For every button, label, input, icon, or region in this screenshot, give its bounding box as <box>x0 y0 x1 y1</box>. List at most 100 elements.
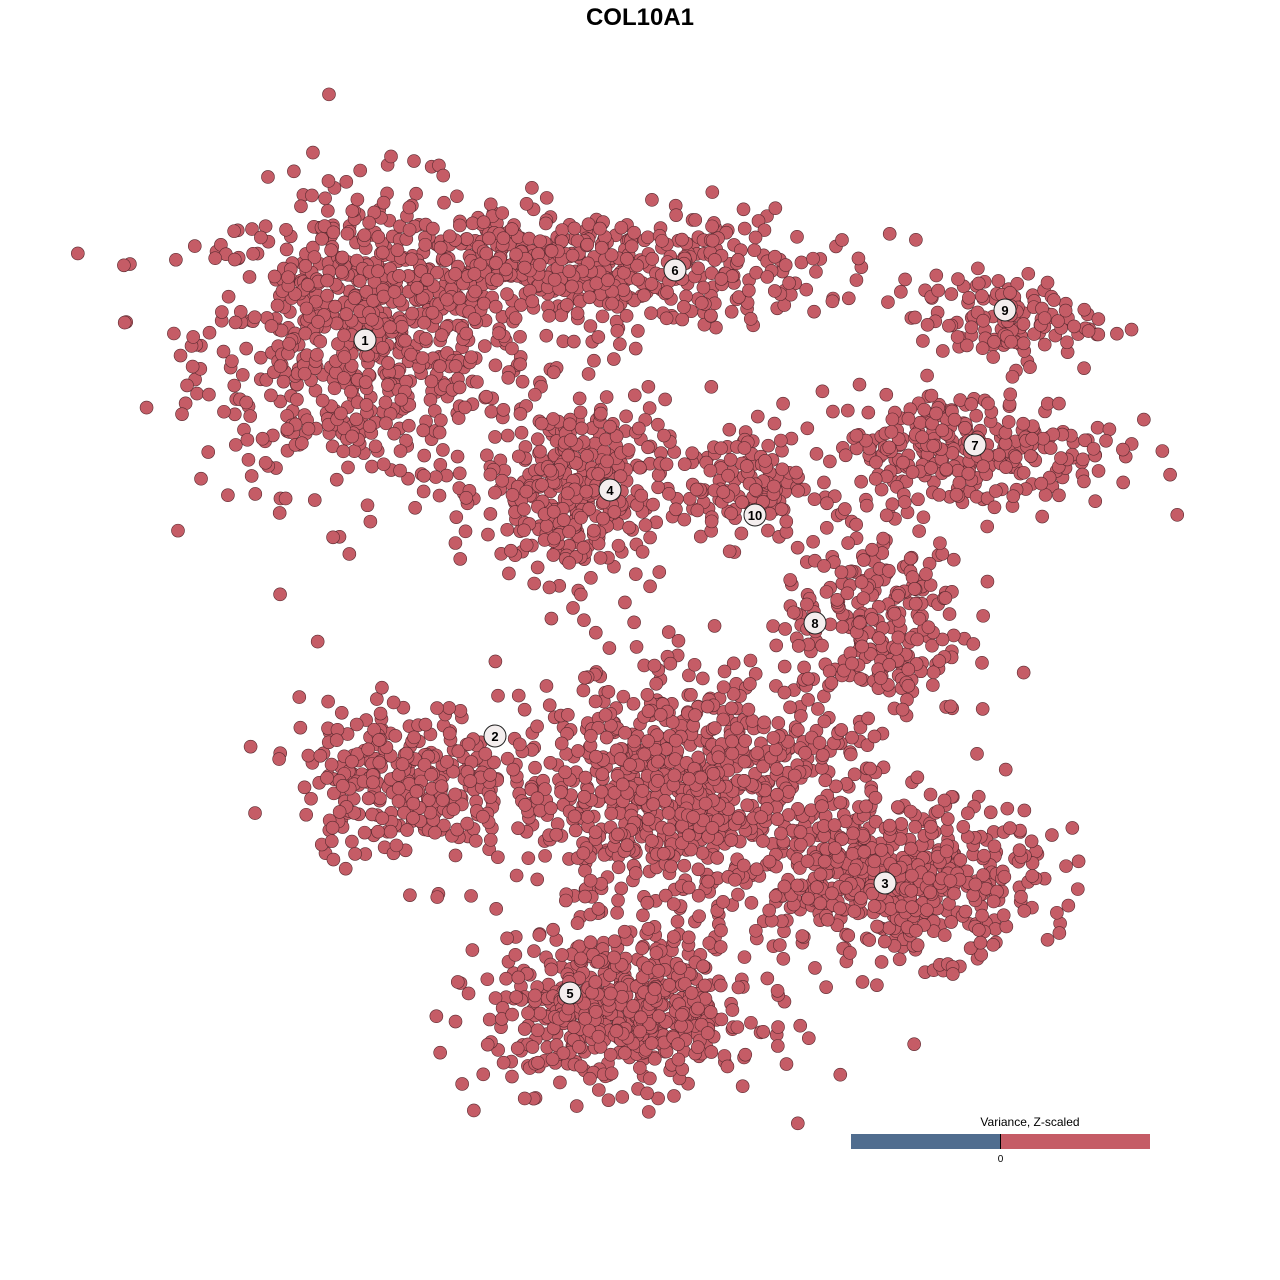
data-point <box>909 233 923 247</box>
data-point <box>297 366 312 381</box>
data-point <box>483 507 498 521</box>
data-point <box>468 284 482 299</box>
data-point <box>859 498 874 513</box>
data-point <box>383 320 397 335</box>
data-point <box>666 930 681 944</box>
data-point <box>750 746 765 760</box>
data-point <box>861 405 876 420</box>
data-point <box>999 919 1014 934</box>
data-point <box>1016 665 1031 680</box>
data-point <box>809 447 824 461</box>
data-point <box>724 701 739 715</box>
data-point <box>870 978 884 992</box>
data-point <box>301 421 316 436</box>
data-point <box>701 874 715 889</box>
data-point <box>714 441 728 456</box>
data-point <box>622 520 636 535</box>
data-point <box>375 340 390 355</box>
data-point <box>1024 449 1038 463</box>
data-point <box>430 890 445 904</box>
data-point <box>931 283 945 298</box>
data-point <box>433 359 447 374</box>
data-point <box>243 739 258 754</box>
data-point <box>686 810 700 824</box>
data-point <box>920 368 934 383</box>
data-point <box>615 990 629 1004</box>
data-point <box>774 502 789 516</box>
data-point <box>937 928 952 943</box>
data-point <box>469 834 483 848</box>
data-point <box>801 891 815 906</box>
data-point <box>334 406 348 421</box>
data-point <box>668 752 682 766</box>
data-point <box>562 556 576 570</box>
data-point <box>424 374 439 389</box>
data-point <box>329 472 344 487</box>
data-point <box>756 834 770 848</box>
data-point <box>867 899 882 913</box>
data-point <box>633 1024 647 1039</box>
data-point <box>559 893 573 908</box>
data-point <box>885 412 900 427</box>
data-point <box>564 433 578 447</box>
data-point <box>761 523 775 538</box>
data-point <box>321 204 335 218</box>
data-point <box>725 734 739 749</box>
data-point <box>975 341 990 356</box>
data-point <box>972 923 986 937</box>
data-point <box>278 491 293 506</box>
data-point <box>747 243 762 258</box>
data-point <box>533 444 547 459</box>
data-point <box>640 687 655 702</box>
data-point <box>352 274 367 288</box>
data-point <box>748 230 763 245</box>
data-point <box>305 188 319 203</box>
data-point <box>786 605 801 620</box>
data-point <box>584 571 598 585</box>
data-point <box>601 1093 616 1107</box>
data-point <box>239 395 254 410</box>
data-point <box>991 274 1006 288</box>
data-point <box>932 654 947 668</box>
data-point <box>578 770 593 785</box>
data-point <box>623 758 637 772</box>
data-point <box>506 762 520 777</box>
data-point <box>768 249 782 264</box>
data-point <box>681 930 696 945</box>
data-point <box>264 319 279 333</box>
data-point <box>499 971 513 986</box>
data-point <box>415 291 430 306</box>
data-point <box>702 936 717 950</box>
data-point <box>1051 314 1065 328</box>
data-point <box>605 296 619 311</box>
data-point <box>855 975 870 989</box>
data-point <box>1077 302 1092 317</box>
cluster-label: 5 <box>566 986 573 1001</box>
data-point <box>544 801 558 815</box>
data-point <box>556 1046 571 1060</box>
data-point <box>433 1045 447 1060</box>
data-point <box>926 439 941 453</box>
data-point <box>500 428 515 443</box>
data-point <box>488 654 503 669</box>
data-point <box>334 705 349 720</box>
data-point <box>666 897 681 911</box>
data-point <box>762 854 777 869</box>
data-point <box>621 443 636 457</box>
data-point <box>874 955 889 969</box>
data-point <box>389 838 404 853</box>
data-point <box>758 454 772 468</box>
data-point <box>800 597 814 612</box>
data-point <box>452 466 467 481</box>
data-point <box>451 411 466 425</box>
data-point <box>546 548 561 562</box>
data-point <box>572 391 587 406</box>
data-point <box>705 821 720 835</box>
data-point <box>509 990 524 1004</box>
data-point <box>576 846 591 860</box>
data-point <box>779 514 794 529</box>
data-point <box>723 452 738 467</box>
data-point <box>477 296 491 311</box>
data-point <box>435 793 450 807</box>
data-point <box>496 1055 511 1070</box>
